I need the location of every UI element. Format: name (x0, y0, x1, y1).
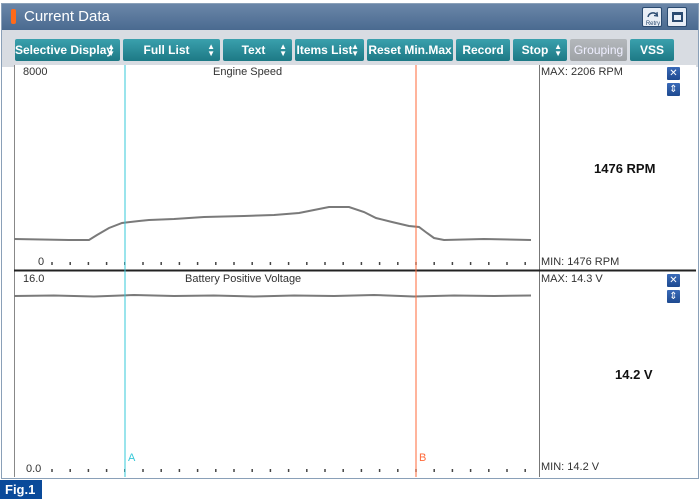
expand-graph-button[interactable]: ⇕ (667, 83, 680, 96)
battery-voltage-current-value: 14.2 V (615, 367, 653, 382)
engine-speed-min: MIN: 1476 RPM (541, 256, 620, 268)
window-toggle-button[interactable] (667, 7, 687, 27)
selective-display-button[interactable]: Selective Display ▲ ▼ (15, 39, 120, 61)
battery-voltage-title: Battery Positive Voltage (185, 273, 302, 285)
graph-canvas (14, 65, 696, 477)
engine-speed-max: MAX: 2206 RPM (541, 66, 623, 78)
battery-voltage-trace (14, 293, 532, 298)
close-graph-button[interactable]: ✕ (667, 274, 680, 287)
cursor-b-label: B (419, 452, 427, 464)
text-button[interactable]: Text ▲ ▼ (223, 39, 292, 61)
x-axis-ticks-battery-voltage (51, 469, 526, 472)
engine-speed-current-value: 1476 RPM (594, 161, 656, 176)
close-graph-button[interactable]: ✕ (667, 67, 680, 80)
retry-label: Retry (646, 21, 660, 27)
expand-graph-button[interactable]: ⇕ (667, 290, 680, 303)
toolbar: Selective Display ▲ ▼ Full List ▲ ▼ Text ▲… (2, 30, 698, 67)
cursor-a-label: A (128, 452, 136, 464)
full-list-button[interactable]: Full List ▲ ▼ (123, 39, 220, 61)
retry-icon: Retry (646, 11, 660, 27)
stop-button[interactable]: Stop ▲ ▼ (513, 39, 567, 61)
window-title: Current Data (24, 8, 110, 25)
battery-voltage-min: MIN: 14.2 V (541, 461, 600, 473)
graph-area: 8000 Engine Speed 0 MAX: 2206 RPM 1476 R… (14, 65, 696, 477)
engine-speed-title: Engine Speed (213, 66, 283, 78)
battery-voltage-max: MAX: 14.3 V (541, 273, 603, 285)
battery-voltage-y-min: 0.0 (26, 463, 42, 475)
figure-label: Fig.1 (0, 480, 42, 499)
expand-icon: ⇕ (669, 291, 678, 302)
close-icon: ✕ (669, 68, 678, 79)
app-icon (11, 9, 16, 24)
close-icon: ✕ (669, 275, 678, 286)
engine-speed-trace (14, 206, 532, 242)
x-axis-ticks-engine-speed (51, 262, 526, 265)
expand-icon: ⇕ (669, 84, 678, 95)
record-button[interactable]: Record (456, 39, 510, 61)
grouping-button[interactable]: Grouping (570, 39, 627, 61)
items-list-button[interactable]: Items List ▲ ▼ (295, 39, 364, 61)
window-icon (672, 12, 683, 22)
engine-speed-y-max: 8000 (23, 66, 48, 78)
title-bar: Current Data Retry (2, 4, 698, 30)
retry-button[interactable]: Retry (642, 7, 662, 27)
engine-speed-y-min: 0 (38, 256, 45, 268)
reset-min-max-button[interactable]: Reset Min.Max (367, 39, 453, 61)
vss-button[interactable]: VSS (630, 39, 674, 61)
battery-voltage-y-max: 16.0 (23, 273, 45, 285)
